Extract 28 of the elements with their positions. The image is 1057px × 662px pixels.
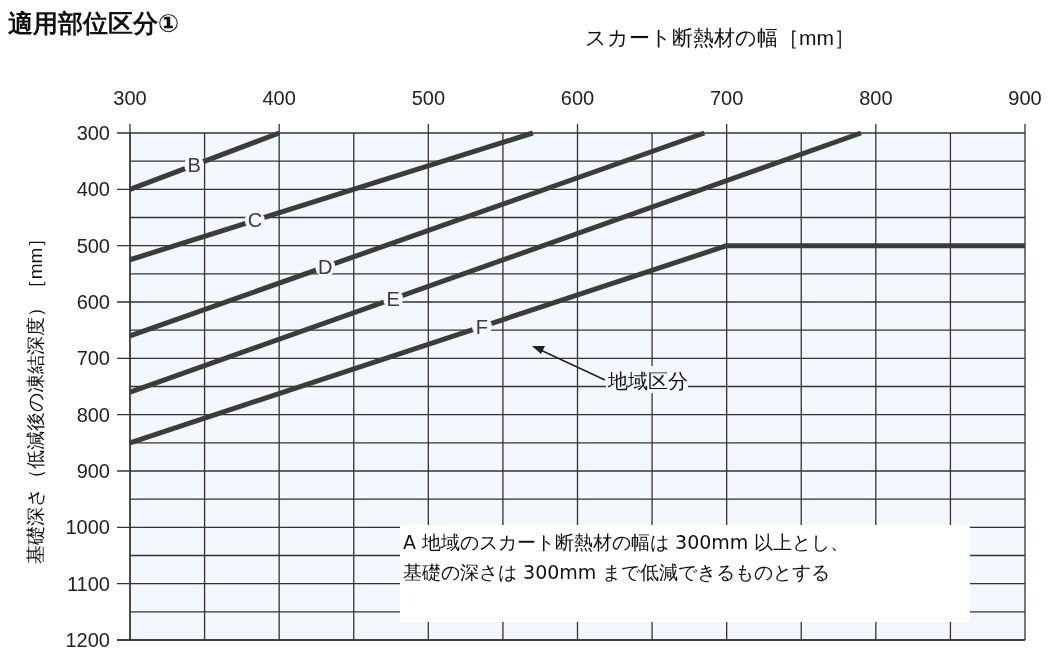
x-tick-label: 300 [113, 87, 147, 109]
x-tick-label: 600 [560, 87, 595, 109]
y-tick-label: 500 [76, 234, 110, 257]
series-label: F [475, 315, 489, 338]
x-tick-label: 700 [709, 87, 744, 109]
y-tick-label: 300 [76, 122, 110, 144]
y-tick-label: 1100 [66, 572, 110, 595]
y-tick-label: 1000 [65, 516, 110, 539]
x-axis-title: スカート断熱材の幅［mm］ [585, 26, 855, 49]
annotation: A 地域のスカート断熱材の幅は 300mm 以上とし、 [403, 531, 850, 553]
y-tick-label: 800 [76, 403, 110, 426]
x-tick-label: 500 [411, 87, 446, 109]
x-tick-label: 400 [262, 87, 296, 109]
annotation: 地域区分 [607, 370, 688, 392]
series-label: D [318, 255, 333, 278]
y-tick-label: 900 [76, 460, 110, 482]
y-tick-label: 1200 [65, 629, 110, 651]
series-label: B [187, 154, 201, 177]
y-axis-title: 基礎深さ（低減後の凍結深度）［mm］ [25, 228, 46, 565]
series-label: C [247, 209, 263, 232]
chart-title: 適用部位区分① [8, 9, 180, 37]
y-tick-label: 700 [76, 347, 110, 370]
y-tick-label: 400 [76, 178, 110, 201]
series-label: E [386, 287, 400, 310]
x-tick-label: 800 [859, 87, 893, 109]
annotation: 基礎の深さは 300mm まで低減できるものとする [403, 561, 831, 583]
y-tick-label: 600 [76, 291, 110, 313]
x-tick-label: 900 [1008, 87, 1042, 109]
